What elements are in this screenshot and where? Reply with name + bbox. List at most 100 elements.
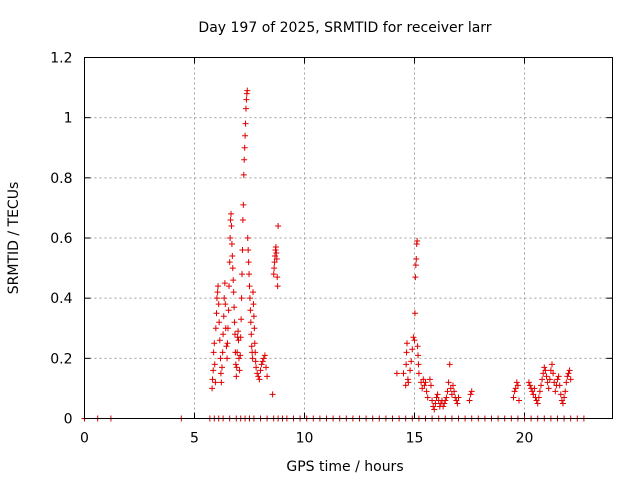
- data-point: [251, 325, 258, 332]
- data-point: [415, 370, 422, 377]
- y-tick-labels: 0 0.2 0.4 0.6 0.8 1 1.2: [50, 51, 72, 428]
- data-point: [247, 307, 254, 314]
- data-point: [424, 394, 431, 401]
- data-point: [250, 301, 257, 308]
- data-point: [546, 376, 553, 383]
- data-point: [251, 340, 258, 347]
- data-point: [224, 355, 231, 362]
- y-tick-label: 0.8: [50, 171, 72, 187]
- data-point: [409, 346, 416, 353]
- data-point: [411, 337, 418, 344]
- data-point: [538, 382, 544, 389]
- data-point: [393, 370, 400, 377]
- data-point: [247, 319, 254, 326]
- data-point: [252, 349, 259, 356]
- data-point: [272, 253, 279, 260]
- data-point: [235, 337, 242, 344]
- data-point: [260, 355, 267, 362]
- data-point: [420, 376, 427, 383]
- data-point: [227, 235, 234, 241]
- data-point: [513, 379, 520, 386]
- data-point: [219, 364, 225, 371]
- data-point: [216, 337, 223, 344]
- data-point: [402, 382, 409, 389]
- chart-title: Day 197 of 2025, SRMTID for receiver lar…: [198, 20, 491, 36]
- data-point: [210, 349, 217, 356]
- data-point: [211, 361, 218, 368]
- data-point: [238, 316, 245, 323]
- data-point: [567, 376, 574, 383]
- data-point: [220, 313, 227, 320]
- x-axis-label: GPS time / hours: [286, 459, 403, 475]
- data-point: [269, 391, 276, 398]
- data-point: [229, 253, 236, 260]
- x-tick-label: 0: [80, 431, 89, 447]
- data-point: [264, 373, 271, 380]
- data-point: [244, 87, 251, 94]
- data-point: [256, 376, 263, 383]
- data-point: [415, 352, 422, 359]
- data-point: [444, 388, 451, 395]
- data-point: [561, 394, 568, 401]
- data-point: [403, 349, 410, 356]
- data-point: [467, 391, 474, 398]
- data-point: [421, 382, 428, 389]
- data-point: [209, 385, 216, 392]
- data-point: [252, 358, 259, 365]
- data-point: [215, 301, 222, 308]
- data-point: [228, 241, 235, 248]
- data-point: [237, 352, 244, 359]
- data-point: [533, 397, 540, 404]
- x-tick-label: 20: [516, 431, 534, 447]
- data-point: [220, 331, 227, 338]
- data-point: [209, 376, 216, 383]
- data-point: [534, 400, 541, 407]
- data-point: [531, 385, 538, 392]
- data-point: [233, 373, 240, 380]
- data-point: [245, 259, 252, 266]
- data-point: [426, 376, 433, 383]
- data-point: [255, 373, 262, 380]
- data-point: [217, 370, 224, 377]
- data-point: [445, 379, 452, 386]
- x-tick-label: 15: [406, 431, 424, 447]
- data-point: [259, 358, 266, 365]
- data-point: [441, 400, 448, 407]
- data-point: [448, 391, 455, 398]
- data-point: [227, 216, 234, 223]
- data-point: [551, 379, 558, 386]
- data-point: [231, 331, 238, 338]
- data-point: [241, 156, 248, 163]
- data-point: [565, 370, 572, 377]
- data-point: [512, 385, 519, 392]
- data-point: [433, 394, 440, 401]
- data-point: [250, 289, 257, 296]
- data-point: [566, 367, 573, 374]
- data-point: [555, 373, 562, 380]
- data-point: [212, 325, 219, 332]
- data-point: [223, 343, 230, 350]
- data-point: [529, 388, 536, 395]
- data-point: [274, 283, 281, 290]
- data-point: [270, 271, 277, 278]
- data-point: [540, 370, 547, 377]
- data-point: [242, 132, 249, 139]
- data-point: [244, 235, 251, 241]
- data-point: [434, 391, 441, 398]
- data-point: [431, 406, 438, 413]
- data-point: [422, 379, 429, 386]
- data-point: [242, 120, 249, 127]
- data-point: [230, 289, 237, 296]
- data-point: [222, 301, 229, 308]
- data-point: [238, 295, 245, 302]
- data-point: [240, 171, 247, 178]
- data-point: [429, 397, 436, 404]
- data-point: [237, 334, 244, 341]
- data-point: [230, 277, 237, 284]
- data-point: [273, 256, 280, 263]
- data-point: [241, 144, 248, 151]
- data-point: [432, 400, 439, 407]
- data-point: [408, 358, 415, 365]
- data-point: [219, 349, 226, 356]
